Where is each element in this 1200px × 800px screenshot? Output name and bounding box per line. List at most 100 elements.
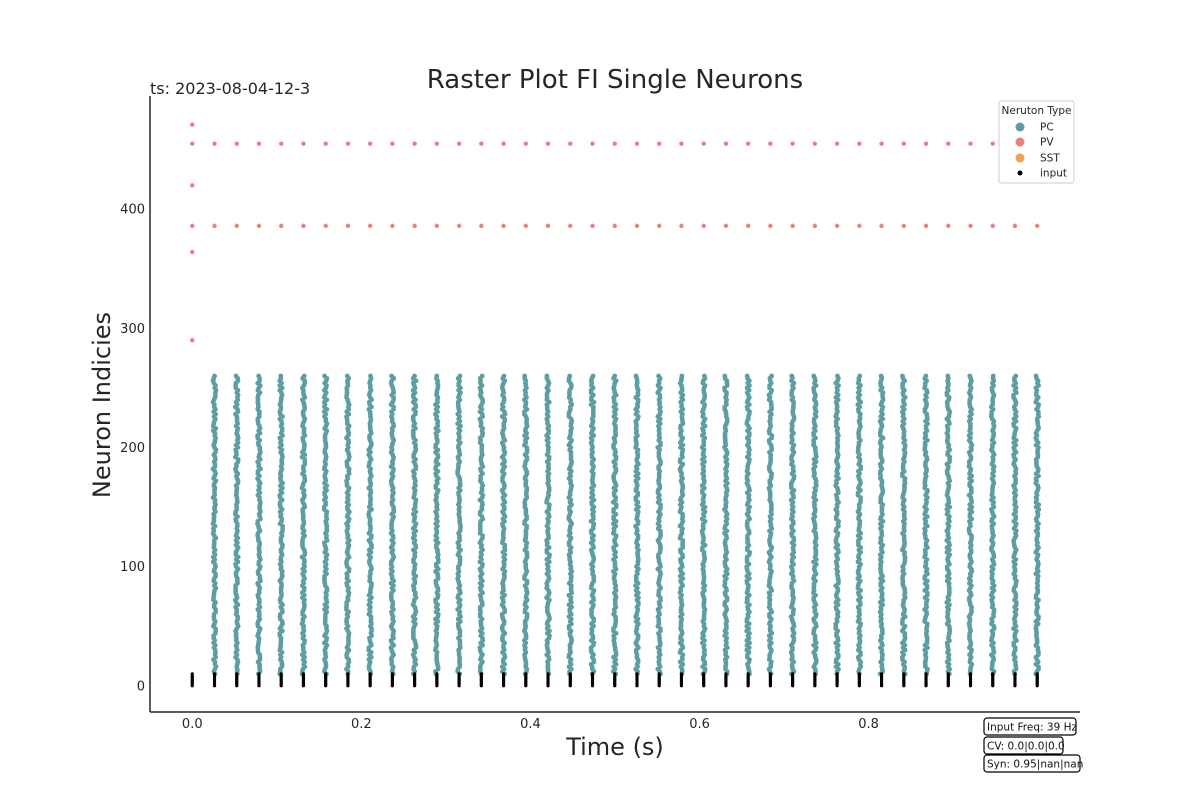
pv-spike-point [412,223,417,229]
pv-spike-point [634,223,640,229]
pv-spike-point [1035,223,1040,229]
pc-spike-point [301,373,307,379]
pv-spike-point [190,141,195,146]
pc-spike-point [256,373,262,379]
pc-spike-point [278,373,284,379]
pc-spike-point [656,373,661,379]
timestamp-label: ts: 2023-08-04-12-3 [150,79,310,98]
pv-spike-point [345,141,351,146]
pv-spike-point [901,223,907,229]
pv-spike-point [390,141,395,146]
pv-spike-point [701,141,706,146]
pv-spike-point [723,223,729,229]
pv-spike-group [190,122,1040,343]
pv-spike-point [434,141,440,146]
pv-spike-point [212,141,217,146]
pv-spike-point [657,223,662,229]
pv-spike-point [323,223,328,229]
input-spike-point [190,672,194,676]
pc-spike-point [501,373,507,379]
pv-spike-point [434,223,440,229]
pv-spike-point [990,223,995,229]
pv-spike-point [812,141,818,146]
pv-spike-point [479,141,484,146]
pv-spike-point [590,223,595,229]
pv-spike-point [256,223,262,229]
pc-spike-point [389,373,394,379]
pv-spike-point [568,141,573,146]
pc-spike-point [522,373,528,379]
pv-spike-point [190,338,195,343]
pv-spike-point [612,141,617,146]
pv-spike-point [456,141,462,146]
pc-spike-point [990,373,996,379]
input-spike-point [324,672,328,676]
pv-spike-point [679,141,684,146]
pc-spike-point [769,373,774,379]
input-spike-point [212,672,217,676]
pc-spike-point [811,373,817,379]
pc-spike-point [612,373,618,379]
pv-spike-point [301,141,306,146]
pv-spike-point [990,141,995,146]
pv-spike-point [923,223,929,229]
pv-spike-point [301,223,306,229]
pc-spike-group [210,373,1042,677]
input-spike-point [301,672,306,676]
pc-spike-point [434,373,440,379]
pv-spike-point [367,223,373,229]
pc-spike-point [322,373,327,379]
pv-spike-point [501,223,506,229]
pc-spike-point [1013,373,1019,379]
pv-spike-point [834,223,840,229]
pv-spike-point [790,141,795,146]
pc-spike-point [857,373,863,379]
pv-spike-point [545,141,551,146]
pv-spike-point [479,223,484,229]
pc-spike-point [679,373,685,379]
pv-spike-point [234,223,239,229]
pv-spike-point [256,141,262,146]
pc-spike-point [835,373,840,379]
input-spike-point [368,672,372,676]
pv-spike-point [390,223,395,229]
pc-spike-point [368,373,373,379]
pv-spike-point [968,141,973,146]
pv-spike-point [456,223,462,229]
pv-spike-point [345,223,351,229]
pv-spike-point [523,141,528,146]
pv-spike-point [834,141,840,146]
pv-spike-point [946,223,951,229]
pv-spike-point [879,223,884,229]
pv-spike-point [367,141,373,146]
pc-spike-point [701,373,707,379]
pv-spike-point [634,141,640,146]
pv-spike-point [768,141,773,146]
pv-spike-point [701,223,706,229]
pc-spike-point [945,373,951,379]
input-spike-point [257,672,261,676]
pv-spike-point [879,141,884,146]
input-spike-point [390,672,394,676]
pc-spike-point [344,373,350,379]
input-spike-point [346,672,350,676]
pv-spike-point [545,223,551,229]
pc-spike-point [789,373,795,379]
pv-spike-point [190,249,195,255]
chart-title: Raster Plot FI Single Neurons [427,65,803,95]
pv-spike-point [790,223,795,229]
pc-spike-point [744,373,750,379]
pv-spike-point [901,141,907,146]
pc-spike-point [633,373,639,379]
pv-spike-point [857,223,862,229]
pv-spike-point [612,223,617,229]
pv-spike-point [212,223,217,229]
input-spike-point [235,672,239,676]
pv-spike-point [568,223,573,229]
pv-spike-point [679,223,684,229]
pc-spike-point [233,373,239,379]
pv-spike-point [190,122,195,127]
pc-spike-point [1033,373,1039,379]
pc-spike-point [967,373,973,379]
pc-spike-point [479,373,485,379]
